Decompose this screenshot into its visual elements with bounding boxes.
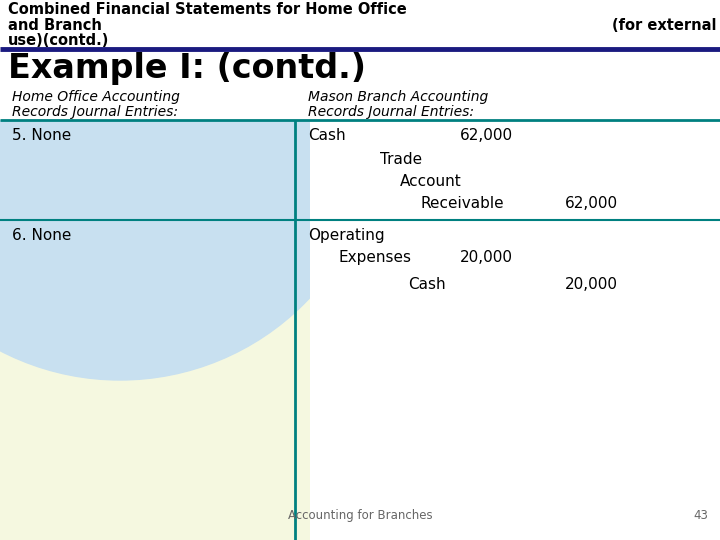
Text: Accounting for Branches: Accounting for Branches [288,509,432,522]
Text: 62,000: 62,000 [460,128,513,143]
Text: 20,000: 20,000 [460,250,513,265]
Text: Expenses: Expenses [338,250,411,265]
Polygon shape [0,120,310,540]
Text: 43: 43 [693,509,708,522]
Text: Home Office Accounting: Home Office Accounting [12,90,180,104]
Text: Records Journal Entries:: Records Journal Entries: [12,105,178,119]
Text: Receivable: Receivable [420,196,503,211]
Text: Trade: Trade [380,152,422,167]
Text: (for external: (for external [611,18,716,33]
Text: and Branch: and Branch [8,18,102,33]
Text: Operating: Operating [308,228,384,243]
Text: 6. None: 6. None [12,228,71,243]
Text: 20,000: 20,000 [565,277,618,292]
Text: Mason Branch Accounting: Mason Branch Accounting [308,90,488,104]
Text: 62,000: 62,000 [565,196,618,211]
Text: Account: Account [400,174,462,189]
Text: Cash: Cash [308,128,346,143]
Text: Example I: (contd.): Example I: (contd.) [8,52,366,85]
Text: use)(contd.): use)(contd.) [8,33,109,48]
Text: Records Journal Entries:: Records Journal Entries: [308,105,474,119]
Circle shape [0,0,380,380]
Text: Cash: Cash [408,277,446,292]
Polygon shape [0,0,720,120]
Text: 5. None: 5. None [12,128,71,143]
Text: Combined Financial Statements for Home Office: Combined Financial Statements for Home O… [8,2,407,17]
Polygon shape [310,0,720,340]
